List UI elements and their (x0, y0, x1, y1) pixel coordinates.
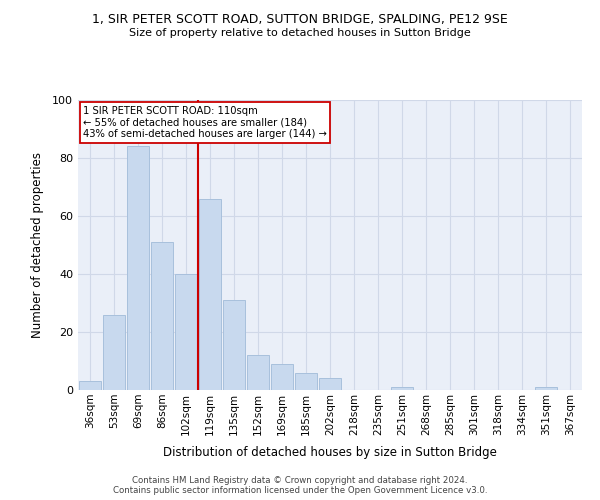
Bar (535, 387, 557, 390)
Text: Size of property relative to detached houses in Sutton Bridge: Size of property relative to detached ho… (129, 28, 471, 38)
Y-axis label: Number of detached properties: Number of detached properties (31, 152, 44, 338)
Bar (151, 242, 173, 390)
Text: 1 SIR PETER SCOTT ROAD: 110sqm
← 55% of detached houses are smaller (184)
43% of: 1 SIR PETER SCOTT ROAD: 110sqm ← 55% of … (83, 106, 327, 139)
Text: Contains HM Land Registry data © Crown copyright and database right 2024.
Contai: Contains HM Land Registry data © Crown c… (113, 476, 487, 495)
Bar (319, 378, 341, 390)
Bar (127, 146, 149, 390)
Bar (391, 387, 413, 390)
Bar (271, 364, 293, 390)
Bar (199, 198, 221, 390)
Text: 1, SIR PETER SCOTT ROAD, SUTTON BRIDGE, SPALDING, PE12 9SE: 1, SIR PETER SCOTT ROAD, SUTTON BRIDGE, … (92, 12, 508, 26)
X-axis label: Distribution of detached houses by size in Sutton Bridge: Distribution of detached houses by size … (163, 446, 497, 459)
Bar (247, 355, 269, 390)
Bar (175, 274, 197, 390)
Bar (223, 300, 245, 390)
Bar (103, 314, 125, 390)
Bar (295, 372, 317, 390)
Bar (79, 382, 101, 390)
